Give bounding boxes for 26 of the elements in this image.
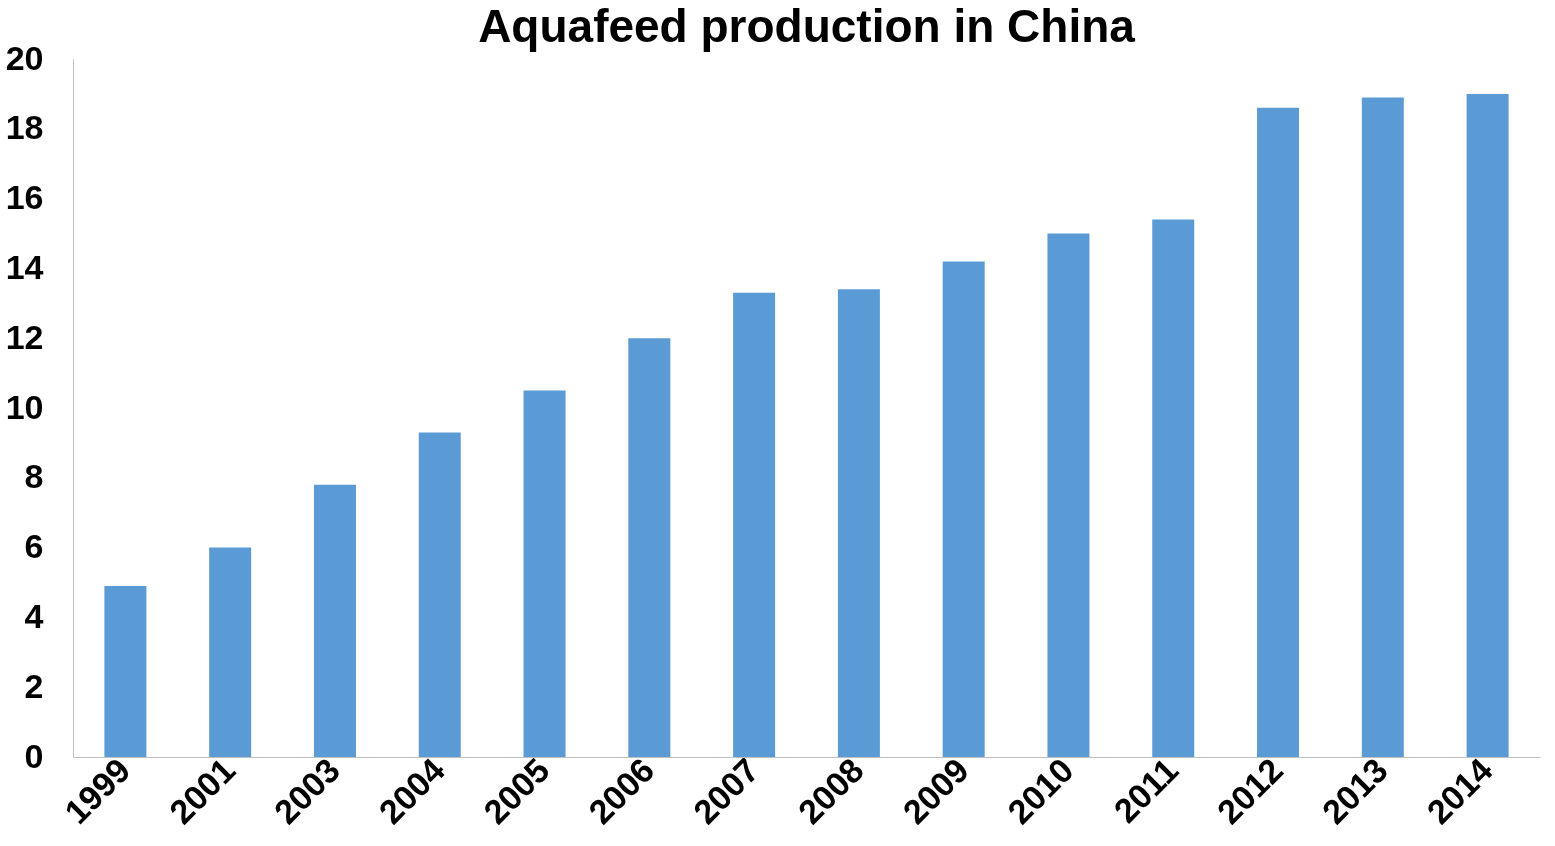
bar bbox=[104, 585, 147, 757]
bar bbox=[837, 289, 880, 757]
bar bbox=[418, 432, 461, 757]
y-tick-label: 16 bbox=[5, 178, 44, 217]
bar bbox=[1257, 107, 1300, 757]
bar bbox=[1152, 219, 1195, 757]
bar bbox=[942, 261, 985, 757]
y-tick-label: 10 bbox=[5, 387, 44, 426]
chart-title: Aquafeed production in China bbox=[478, 0, 1136, 52]
bar bbox=[1466, 93, 1509, 757]
y-tick-label: 20 bbox=[5, 38, 44, 77]
bar bbox=[628, 338, 671, 757]
y-tick-label: 2 bbox=[24, 666, 44, 705]
bar bbox=[1047, 233, 1090, 757]
y-tick-label: 12 bbox=[5, 317, 44, 356]
y-tick-label: 14 bbox=[5, 247, 44, 286]
y-tick-label: 4 bbox=[24, 596, 44, 635]
bar bbox=[1361, 97, 1404, 757]
bar bbox=[733, 292, 776, 757]
bar bbox=[313, 484, 356, 757]
y-tick-label: 8 bbox=[24, 457, 44, 496]
y-tick-label: 0 bbox=[24, 736, 44, 775]
y-tick-label: 6 bbox=[24, 527, 44, 566]
y-tick-label: 18 bbox=[5, 108, 44, 147]
bar bbox=[523, 390, 566, 757]
bar bbox=[209, 547, 252, 757]
